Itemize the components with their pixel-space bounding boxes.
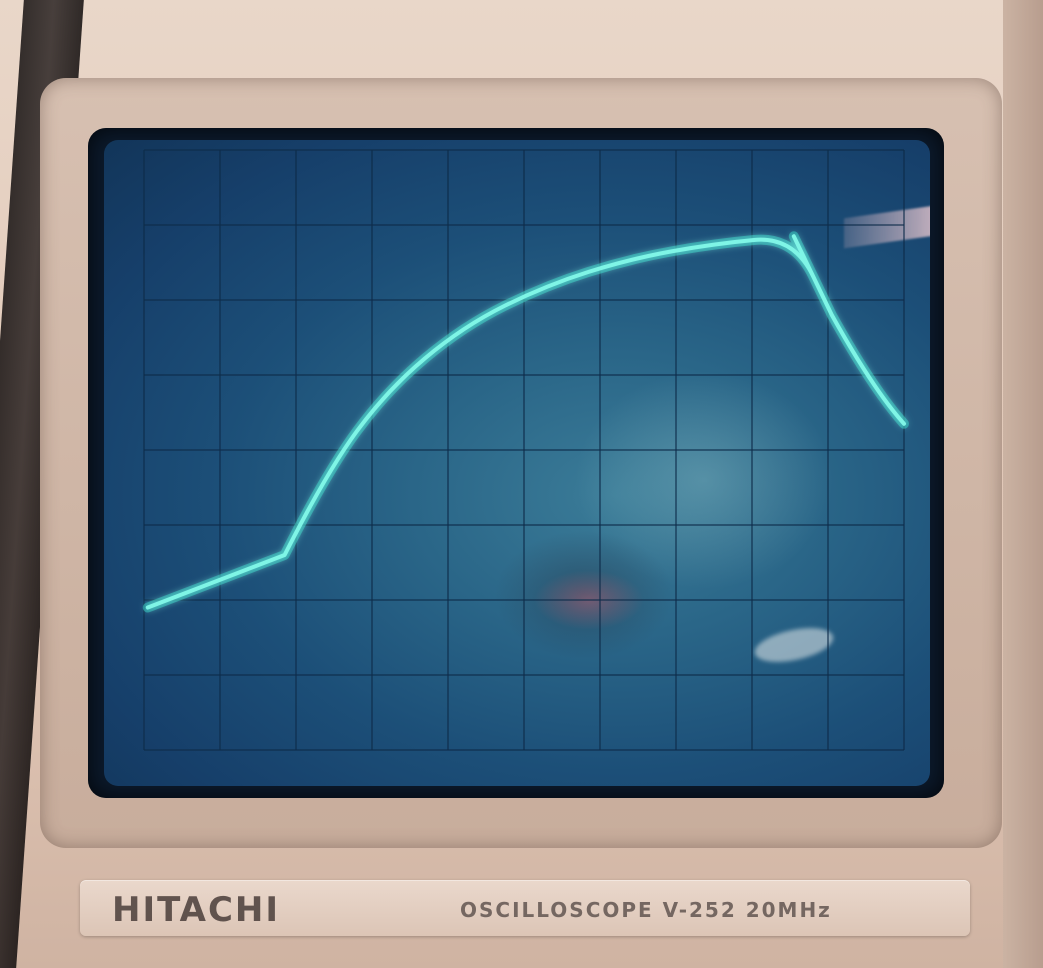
waveform-trace-glow: [142, 231, 909, 613]
crt-screen: [104, 140, 930, 786]
brand-logo: HITACHI: [112, 890, 281, 930]
graticule-svg: [142, 149, 909, 751]
graticule-grid: [143, 149, 905, 751]
housing-side-edge: [1003, 0, 1043, 968]
label-plate: [80, 880, 970, 936]
model-label: OSCILLOSCOPE V-252 20MHz: [460, 898, 832, 922]
waveform-trace: [145, 234, 906, 610]
